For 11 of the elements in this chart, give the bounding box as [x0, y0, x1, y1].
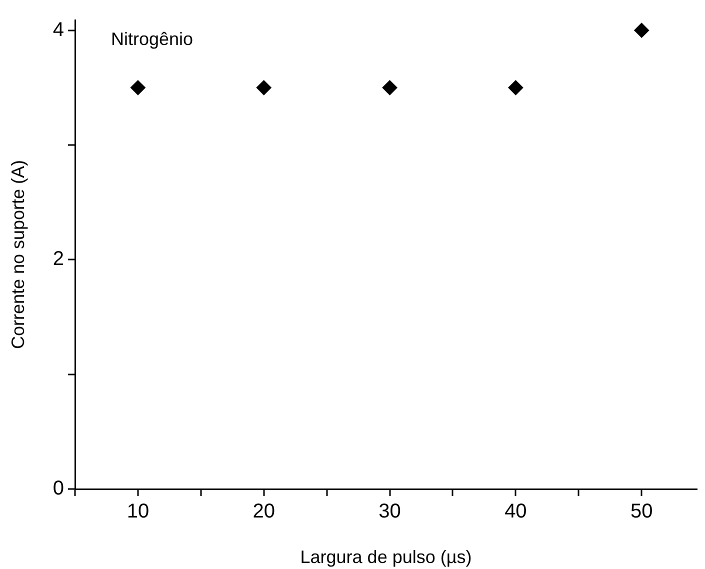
annotation: Nitrogênio	[111, 28, 194, 49]
y-axis-title: Corrente no suporte (A)	[8, 160, 28, 350]
x-tick-label: 50	[630, 500, 653, 523]
x-tick-label: 20	[252, 500, 275, 523]
y-tick-label: 2	[52, 248, 64, 270]
x-axis-title: Largura de pulso (µs)	[300, 547, 472, 568]
x-tick-label: 40	[504, 500, 527, 523]
y-tick-label: 0	[52, 478, 64, 500]
y-tick-label: 4	[52, 18, 64, 41]
x-tick-label: 30	[378, 500, 401, 523]
x-tick-label: 10	[126, 500, 150, 523]
